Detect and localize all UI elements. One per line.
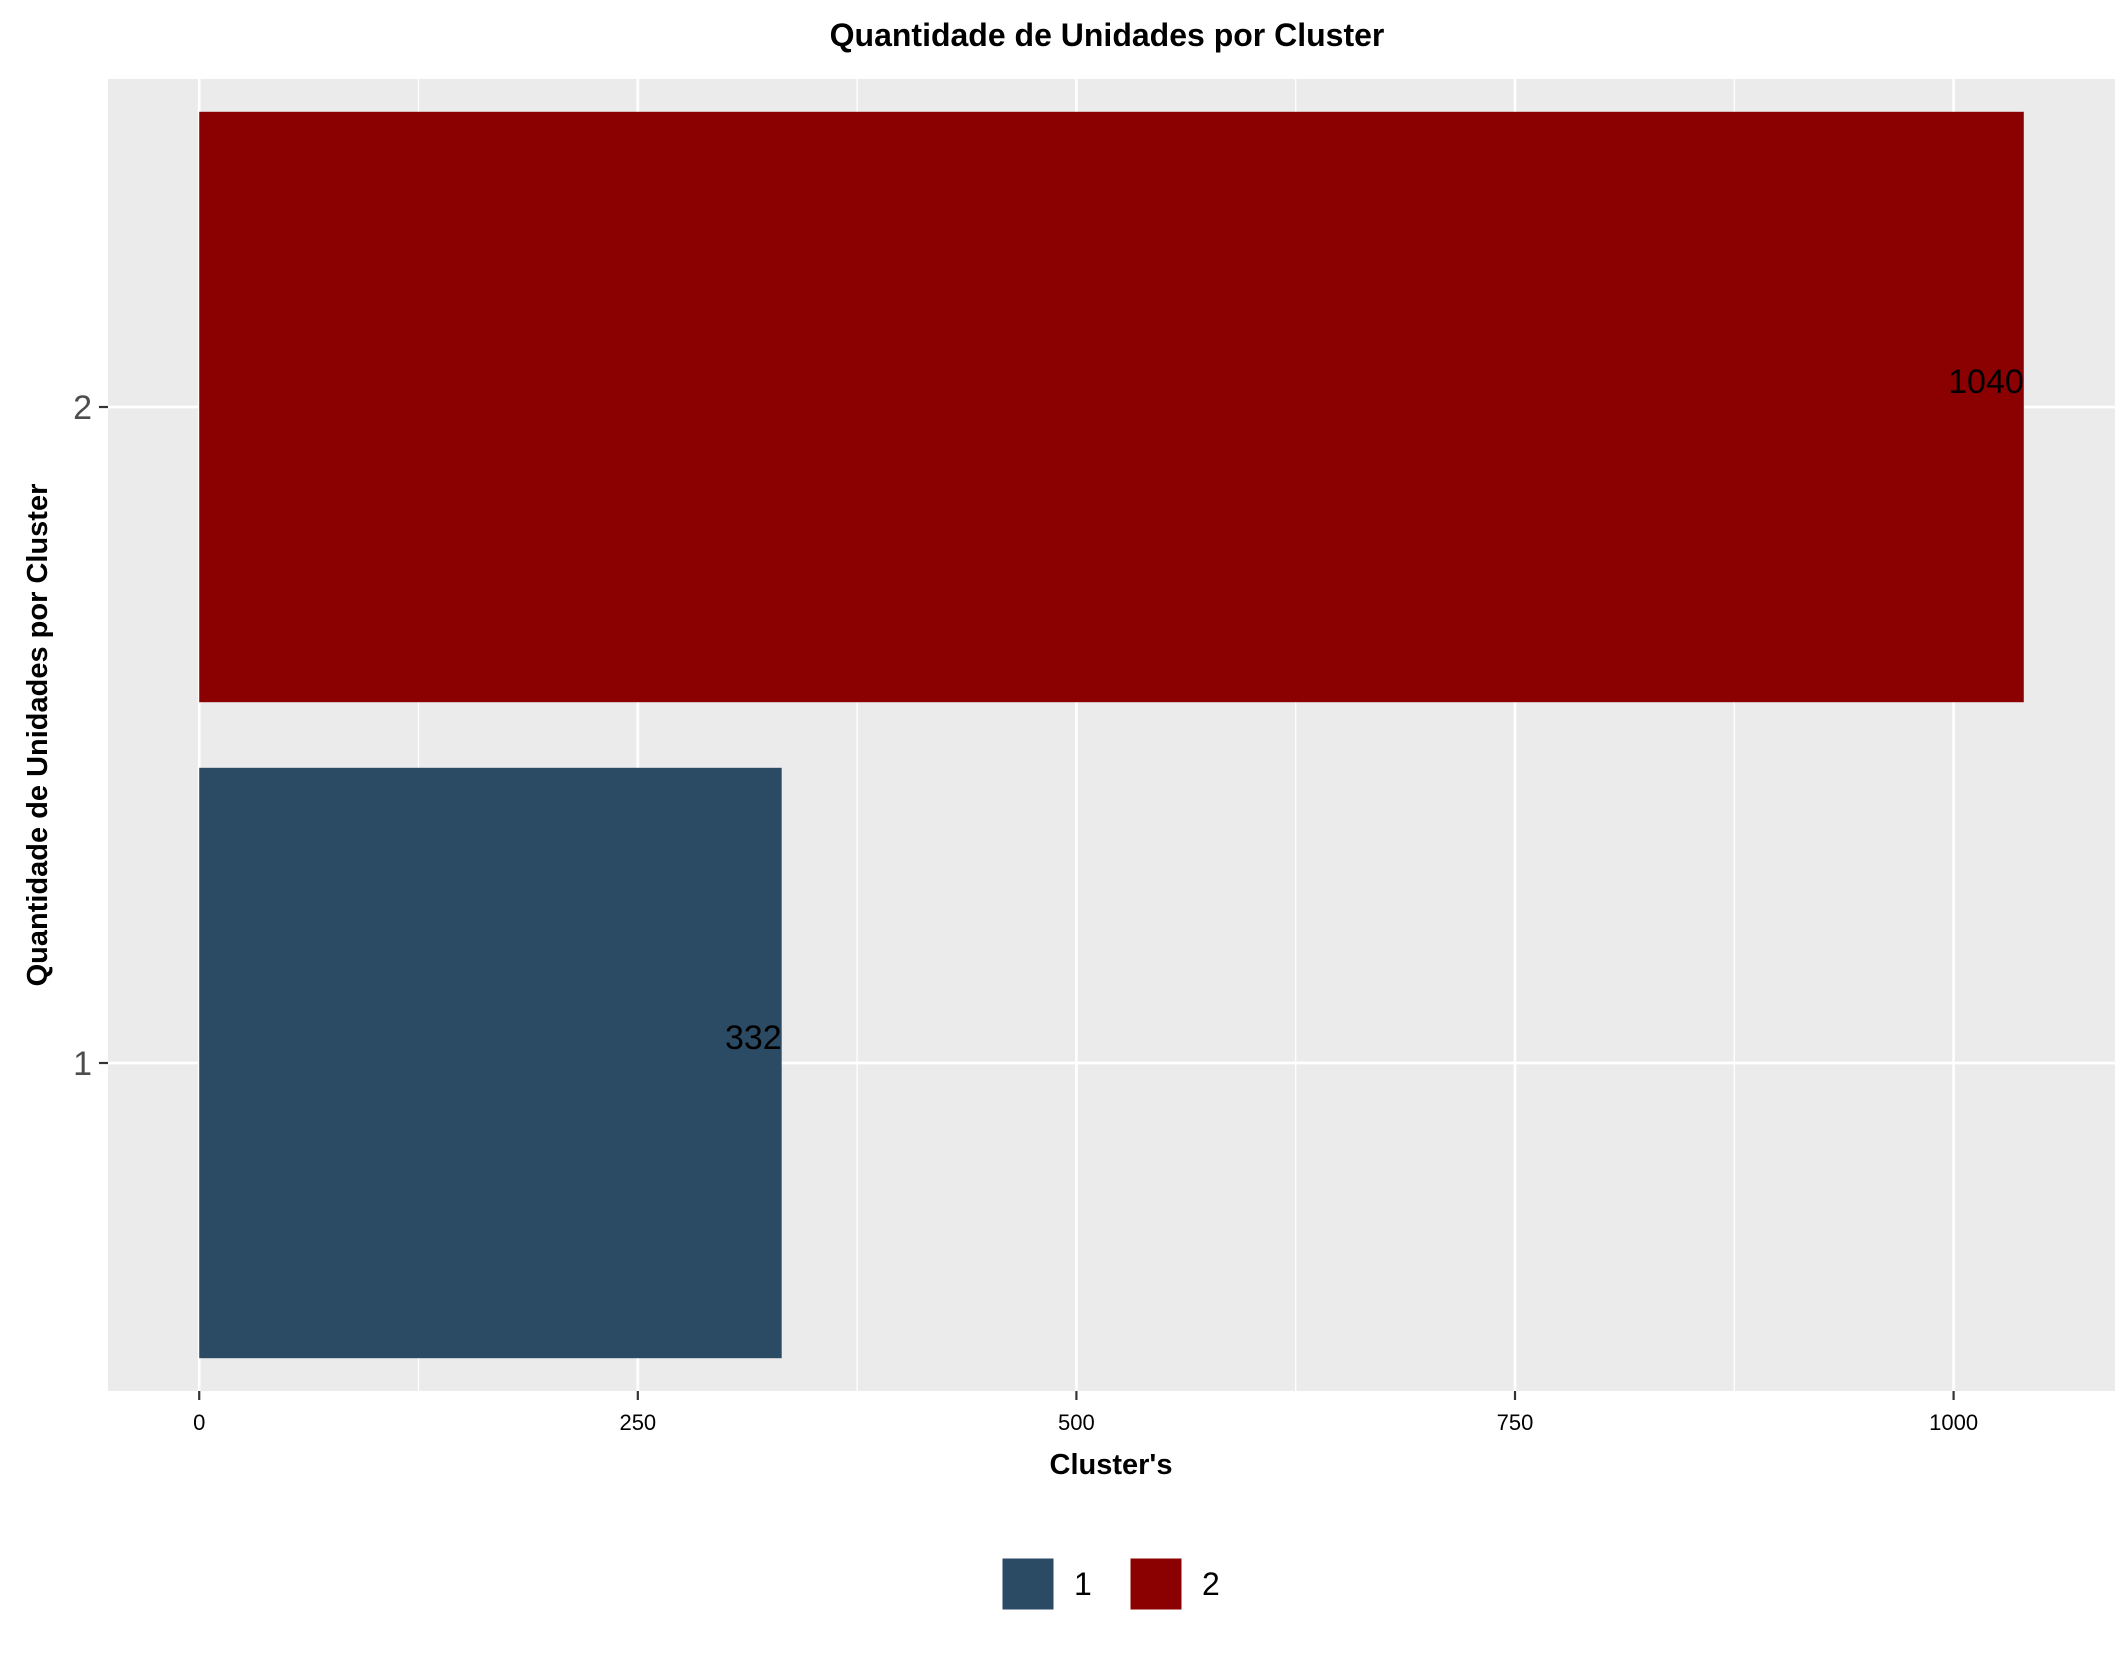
bar-value-label-1: 332 [725, 1019, 782, 1057]
x-axis: 0 250 500 750 1000 [193, 1391, 1978, 1435]
x-tick-label: 750 [1497, 1410, 1534, 1435]
legend-key-2 [1129, 1557, 1183, 1611]
bar-cluster-2 [199, 111, 2024, 703]
y-tick-label: 2 [73, 389, 92, 427]
y-axis-title: Quantidade de Unidades por Cluster [22, 484, 54, 987]
x-tick-label: 500 [1058, 1410, 1095, 1435]
bar-value-labels: 332 1040 [725, 363, 2024, 1057]
bar-cluster-1 [199, 767, 782, 1359]
chart-title: Quantidade de Unidades por Cluster [830, 17, 1385, 53]
legend-label-1: 1 [1074, 1566, 1092, 1602]
y-tick-label: 1 [73, 1045, 92, 1083]
legend-key-1 [1001, 1557, 1055, 1611]
x-tick-label: 250 [619, 1410, 656, 1435]
x-tick-label: 1000 [1929, 1410, 1978, 1435]
y-axis: 12 [73, 389, 108, 1083]
bar-value-label-2: 1040 [1948, 363, 2024, 401]
legend-label-2: 2 [1202, 1566, 1220, 1602]
x-tick-label: 0 [193, 1410, 205, 1435]
x-axis-title: Cluster's [1050, 1449, 1173, 1481]
bars [199, 111, 2024, 1359]
